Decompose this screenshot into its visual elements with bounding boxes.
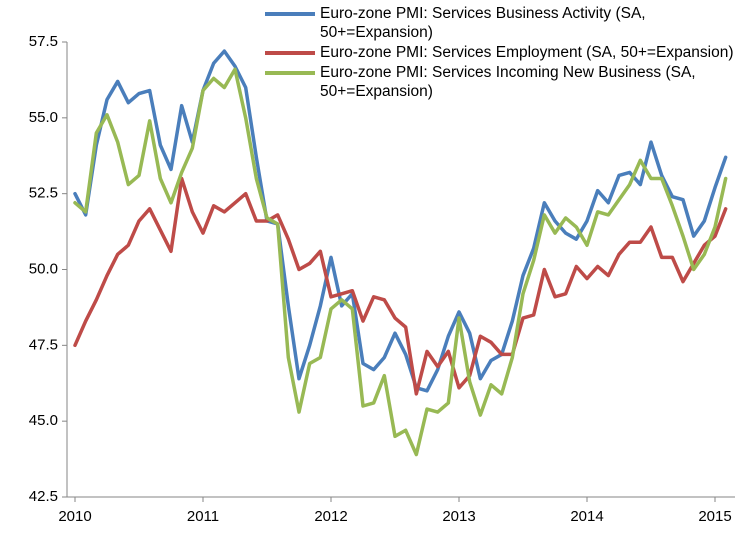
series-line [73,67,728,457]
legend: Euro-zone PMI: Services Business Activit… [265,4,740,102]
legend-item: Euro-zone PMI: Services Business Activit… [265,4,740,42]
legend-item: Euro-zone PMI: Services Incoming New Bus… [265,63,740,101]
y-tick-label: 47.5 [29,336,58,353]
y-tick-label: 52.5 [29,185,58,202]
y-tick-label: 45.0 [29,412,58,429]
legend-label: Euro-zone PMI: Services Incoming New Bus… [320,64,696,100]
x-tick-label: 2011 [187,508,219,525]
x-tick-label: 2013 [442,508,475,525]
series-line [73,49,728,393]
y-tick-label: 55.0 [29,109,58,126]
legend-swatch [265,71,315,75]
x-tick-label: 2014 [570,508,603,525]
series-line [73,176,728,396]
y-tick-label: 42.5 [29,488,58,505]
legend-label: Euro-zone PMI: Services Business Activit… [320,5,646,41]
x-tick-label: 2010 [58,508,91,525]
y-tick-label: 57.5 [29,33,58,50]
x-tick-label: 2015 [698,508,731,525]
legend-item: Euro-zone PMI: Services Employment (SA, … [265,43,740,62]
y-tick-label: 50.0 [29,260,58,277]
legend-swatch [265,51,315,55]
x-tick-label: 2012 [314,508,347,525]
legend-swatch [265,12,315,16]
legend-label: Euro-zone PMI: Services Employment (SA, … [320,44,734,61]
